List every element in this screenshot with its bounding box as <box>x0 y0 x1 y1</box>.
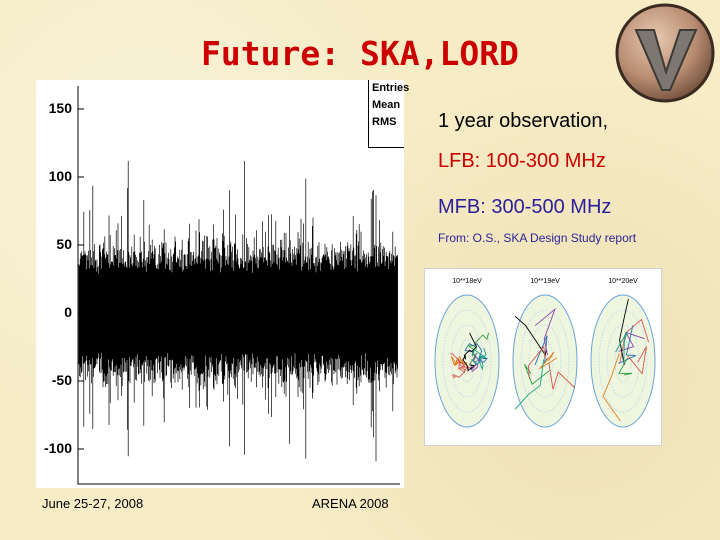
trajectory-line <box>618 331 645 352</box>
trajectory-line <box>450 353 466 374</box>
trajectory-line <box>471 347 487 371</box>
stats-entries-label: Entries <box>372 82 410 94</box>
sky-map-contour <box>528 324 562 398</box>
stats-mean-label: Mean <box>372 99 401 111</box>
sky-map-contour <box>520 309 570 413</box>
stats-box: Entries Mean RMS <box>368 80 410 148</box>
source-citation: From: O.S., SKA Design Study report <box>438 231 637 245</box>
trajectory-line <box>514 315 547 356</box>
trajectory-line <box>615 331 628 364</box>
trajectory-line <box>514 359 545 410</box>
sky-map-figure: 10**18eV 10**19eV 10**20eV <box>424 268 662 446</box>
footer-date: June 25-27, 2008 <box>42 496 144 511</box>
sky-map-contour <box>536 339 554 383</box>
conference-logo <box>615 3 715 103</box>
trajectory-line <box>618 357 633 376</box>
trajectory-line <box>627 346 647 375</box>
sky-map-outline <box>434 294 500 428</box>
trajectory-line <box>527 345 546 380</box>
sky-map-panel: 10**18eV <box>434 278 500 428</box>
y-tick-label: -50 <box>51 372 72 388</box>
slide-title: Future: SKA,LORD <box>201 34 519 73</box>
stats-rms-label: RMS <box>372 116 397 128</box>
trajectory-line <box>462 332 478 372</box>
sky-map-panel-title: 10**18eV <box>452 278 482 285</box>
plot-axes <box>77 86 400 485</box>
mfb-band-text: MFB: 300-500 MHz <box>438 196 612 218</box>
sky-map-panel: 10**20eV <box>590 278 656 428</box>
trajectory-line <box>619 318 650 363</box>
footer-conference: ARENA 2008 <box>312 496 389 511</box>
sky-map-contour <box>442 309 492 413</box>
y-tick-label: 50 <box>56 236 72 252</box>
sky-map-contour <box>450 324 484 398</box>
sky-map-contour <box>458 339 476 383</box>
noise-trace <box>78 160 398 462</box>
trajectory-line <box>602 353 621 422</box>
y-tick-label: 0 <box>64 304 72 320</box>
lfb-band-text: LFB: 100-300 MHz <box>438 150 606 172</box>
sky-map-panel-title: 10**20eV <box>608 278 638 285</box>
trajectory-line <box>534 307 556 356</box>
trajectory-line <box>539 351 558 370</box>
observation-text: 1 year observation, <box>438 110 609 132</box>
y-tick-label: 150 <box>48 100 72 116</box>
trajectory-line <box>466 332 490 366</box>
sky-map-panel: 10**19eV <box>512 278 578 428</box>
trajectory-line <box>548 363 576 390</box>
y-tick-label: -100 <box>43 440 72 456</box>
histogram-plot <box>36 80 404 488</box>
trajectory-line <box>619 298 629 366</box>
sky-map-contour <box>598 309 648 413</box>
y-tick-label: 100 <box>48 168 72 184</box>
sky-map-contour <box>614 339 632 383</box>
sky-map-panel-title: 10**19eV <box>530 278 560 285</box>
